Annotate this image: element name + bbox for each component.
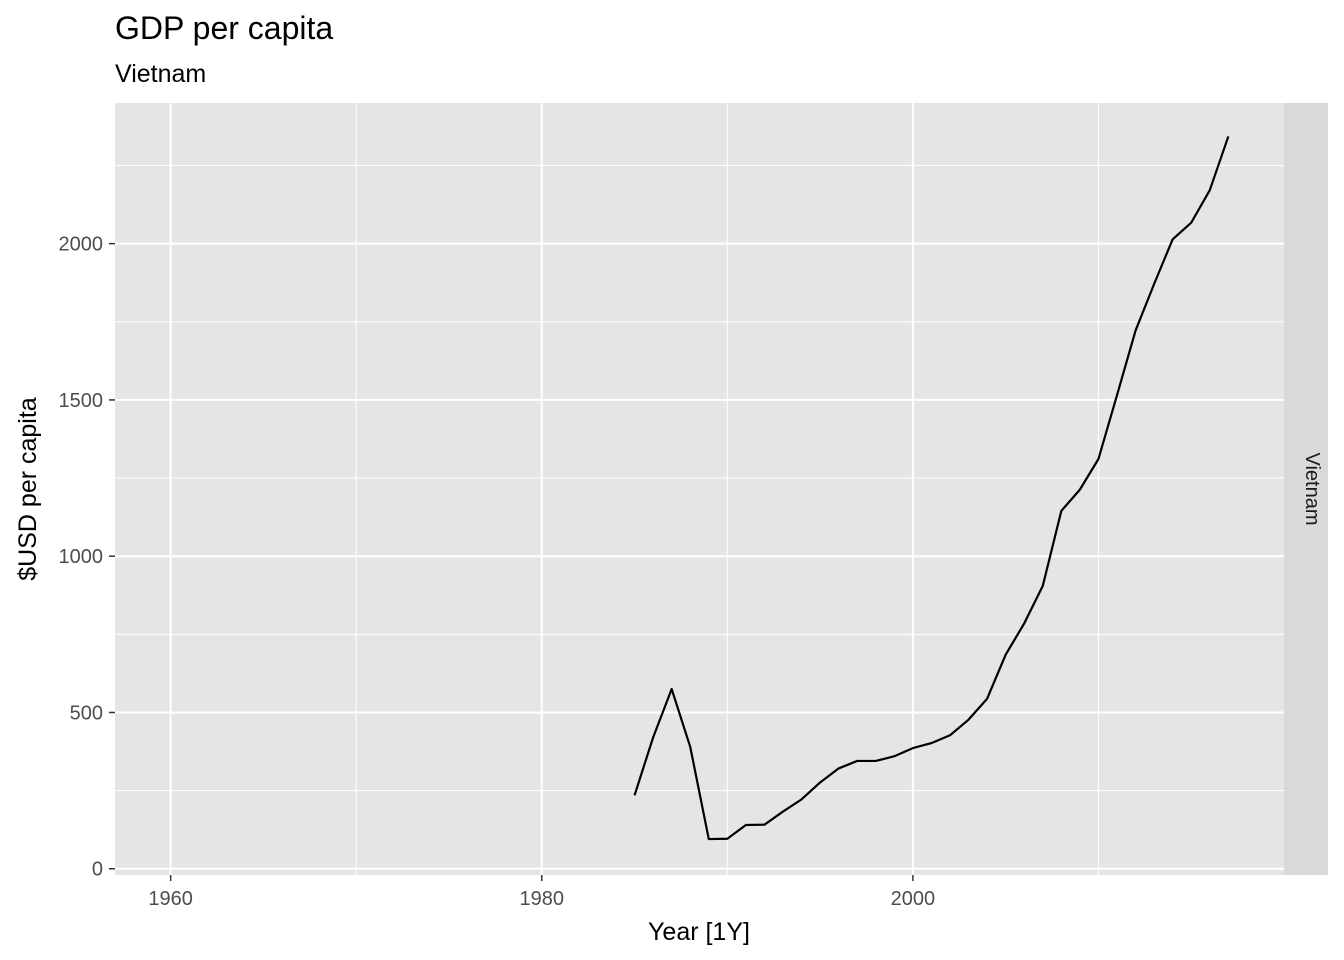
x-axis-title: Year [1Y] xyxy=(648,918,750,946)
series-group xyxy=(633,136,1230,841)
y-tick-label: 500 xyxy=(70,702,103,724)
facet-strip-label: Vietnam xyxy=(1301,452,1323,525)
y-axis-title: $USD per capita xyxy=(14,397,42,581)
plot-panel xyxy=(115,103,1284,875)
y-tick-label: 2000 xyxy=(59,234,104,256)
facet-strip xyxy=(1284,103,1328,875)
x-tick-label: 1960 xyxy=(148,888,193,910)
x-axis: 1960 1980 2000 xyxy=(148,875,935,910)
grid-minor xyxy=(115,103,1284,875)
y-tick-label: 0 xyxy=(92,859,103,881)
chart-title: GDP per capita xyxy=(115,10,333,46)
chart-subtitle: Vietnam xyxy=(115,60,206,88)
y-axis: 0 500 1000 1500 2000 xyxy=(59,234,115,881)
y-tick-label: 1500 xyxy=(59,390,104,412)
x-tick-label: 2000 xyxy=(891,888,936,910)
y-tick-label: 1000 xyxy=(59,546,104,568)
series-line xyxy=(633,136,1230,841)
grid-major xyxy=(115,103,1284,875)
x-tick-label: 1980 xyxy=(520,888,565,910)
